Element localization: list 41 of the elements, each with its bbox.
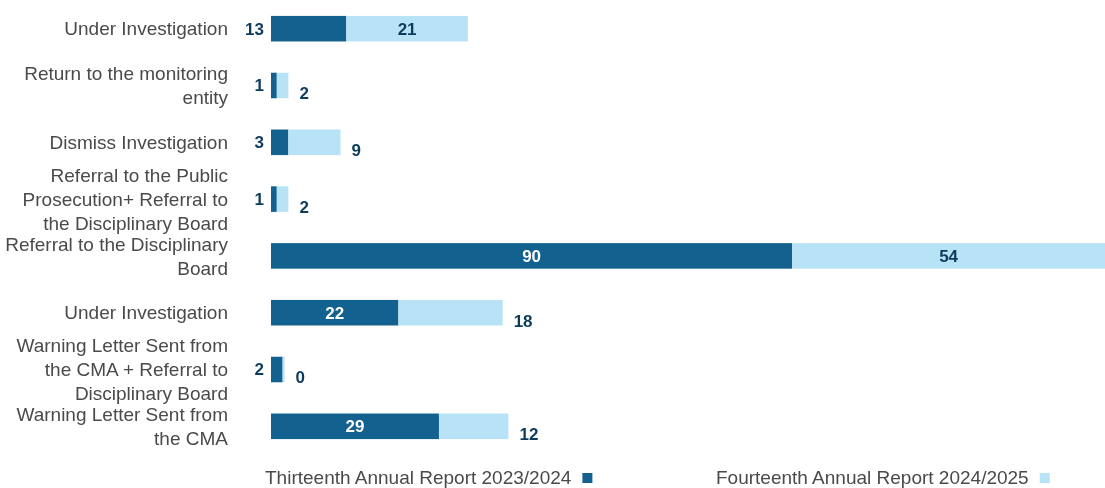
data-label: 2 [254, 360, 264, 380]
data-label: 3 [254, 133, 264, 153]
bar [271, 299, 399, 326]
bar [346, 15, 468, 42]
data-label: 9 [351, 141, 361, 161]
bar [276, 72, 289, 99]
data-label: 13 [245, 19, 264, 39]
data-label: 2 [299, 84, 309, 104]
y-tick-label: Warning Letter Sent from the CMA + Referral to Disciplinary Board [16, 335, 228, 405]
data-label: 21 [397, 19, 417, 39]
bar [271, 186, 277, 212]
bar [271, 413, 439, 440]
bar [271, 15, 347, 42]
data-label: 2 [299, 198, 309, 218]
y-tick-label: Dismiss Investigation [49, 131, 228, 153]
data-label: 90 [522, 246, 542, 266]
data-label: 54 [939, 246, 959, 266]
data-label: 12 [519, 425, 539, 445]
y-tick-label: Under Investigation [64, 302, 228, 324]
bar [438, 413, 509, 440]
bar [271, 72, 277, 99]
legend-label: Fourteenth Annual Report 2024/2025 [716, 466, 1029, 488]
data-label: 1 [254, 76, 264, 96]
y-tick-label: Under Investigation [64, 18, 228, 40]
y-tick-label: Warning Letter Sent from the CMA [16, 403, 229, 449]
data-label: 18 [513, 311, 533, 331]
y-tick-label: Return to the monitoring entity [24, 63, 229, 109]
legend-label: Thirteenth Annual Report 2023/2024 [265, 466, 572, 488]
bar [271, 243, 793, 269]
y-tick-label: Referral to the Public Prosecution+ Referral to the Disciplinary Board [22, 164, 228, 234]
y-tick-label: Referral to the Disciplinary Board [5, 233, 229, 279]
bar [398, 299, 503, 326]
data-label: 1 [254, 190, 264, 210]
bar [271, 356, 283, 383]
data-label: 22 [325, 303, 345, 323]
data-label: 29 [345, 417, 365, 437]
bar [288, 129, 341, 156]
data-label: 0 [295, 368, 306, 388]
bar [792, 243, 1105, 269]
bar [271, 129, 289, 156]
bar [276, 186, 289, 212]
